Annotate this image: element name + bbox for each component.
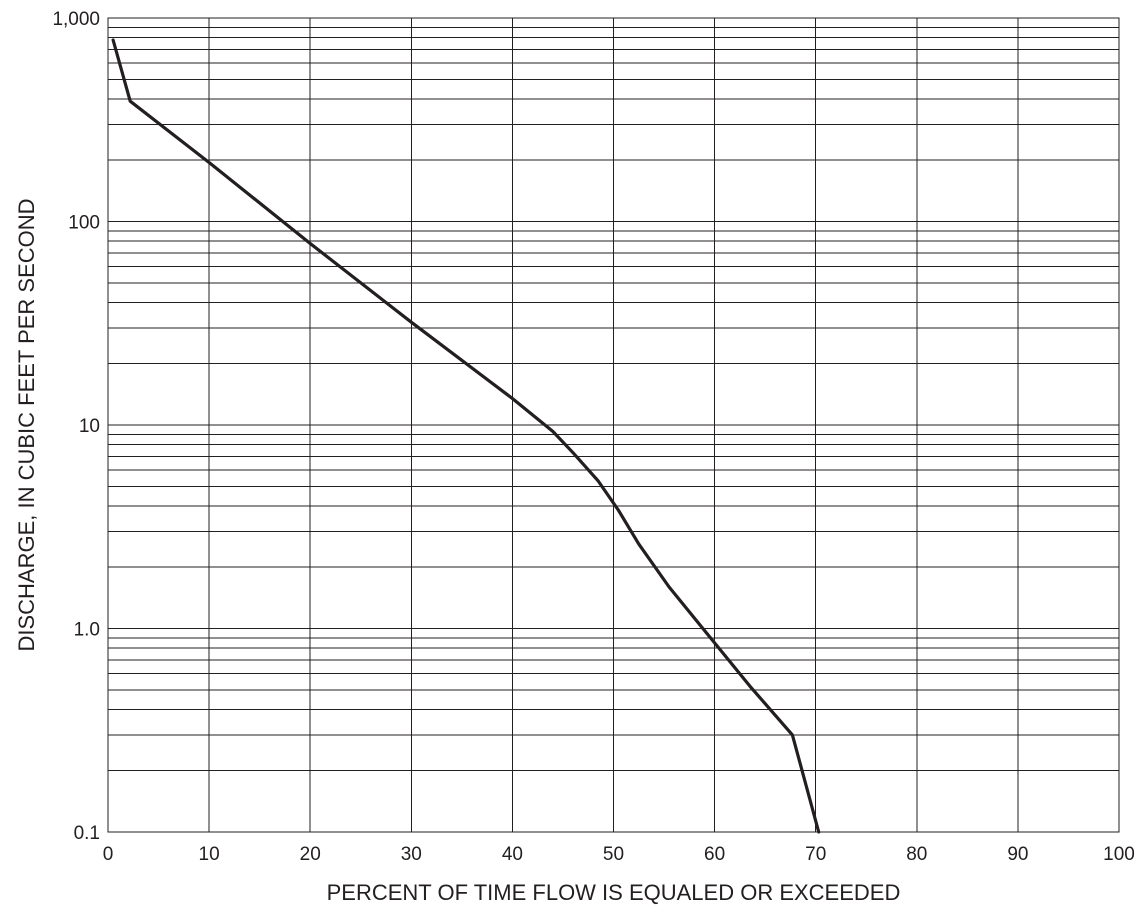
x-tick-label: 90 (1007, 844, 1028, 865)
x-tick-label: 40 (502, 844, 523, 865)
x-tick-label: 10 (199, 844, 220, 865)
plot-frame (107, 17, 1120, 833)
y-tick-label: 0.1 (74, 823, 100, 844)
x-tick-label: 70 (805, 844, 826, 865)
x-tick-label: 20 (300, 844, 321, 865)
grid (107, 18, 1120, 833)
x-tick-label: 50 (603, 844, 624, 865)
y-tick-label: 10 (79, 416, 100, 437)
x-tick-label: 30 (401, 844, 422, 865)
y-axis-title: DISCHARGE, IN CUBIC FEET PER SECOND (14, 198, 39, 651)
plot-area (111, 38, 821, 834)
x-tick-label: 100 (1103, 844, 1135, 865)
flow-duration-curve (111, 38, 821, 834)
x-tick-labels: 0 10 20 30 40 50 60 70 80 90 100 (103, 844, 1135, 865)
y-tick-label: 1.0 (74, 620, 100, 641)
y-tick-labels: 0.1 1.0 10 100 1,000 (52, 9, 100, 844)
x-axis-title: PERCENT OF TIME FLOW IS EQUALED OR EXCEE… (327, 880, 901, 905)
x-tick-label: 80 (906, 844, 927, 865)
x-tick-label: 0 (103, 844, 114, 865)
y-tick-label: 100 (68, 213, 100, 234)
y-tick-label: 1,000 (52, 9, 100, 30)
x-tick-label: 60 (704, 844, 725, 865)
